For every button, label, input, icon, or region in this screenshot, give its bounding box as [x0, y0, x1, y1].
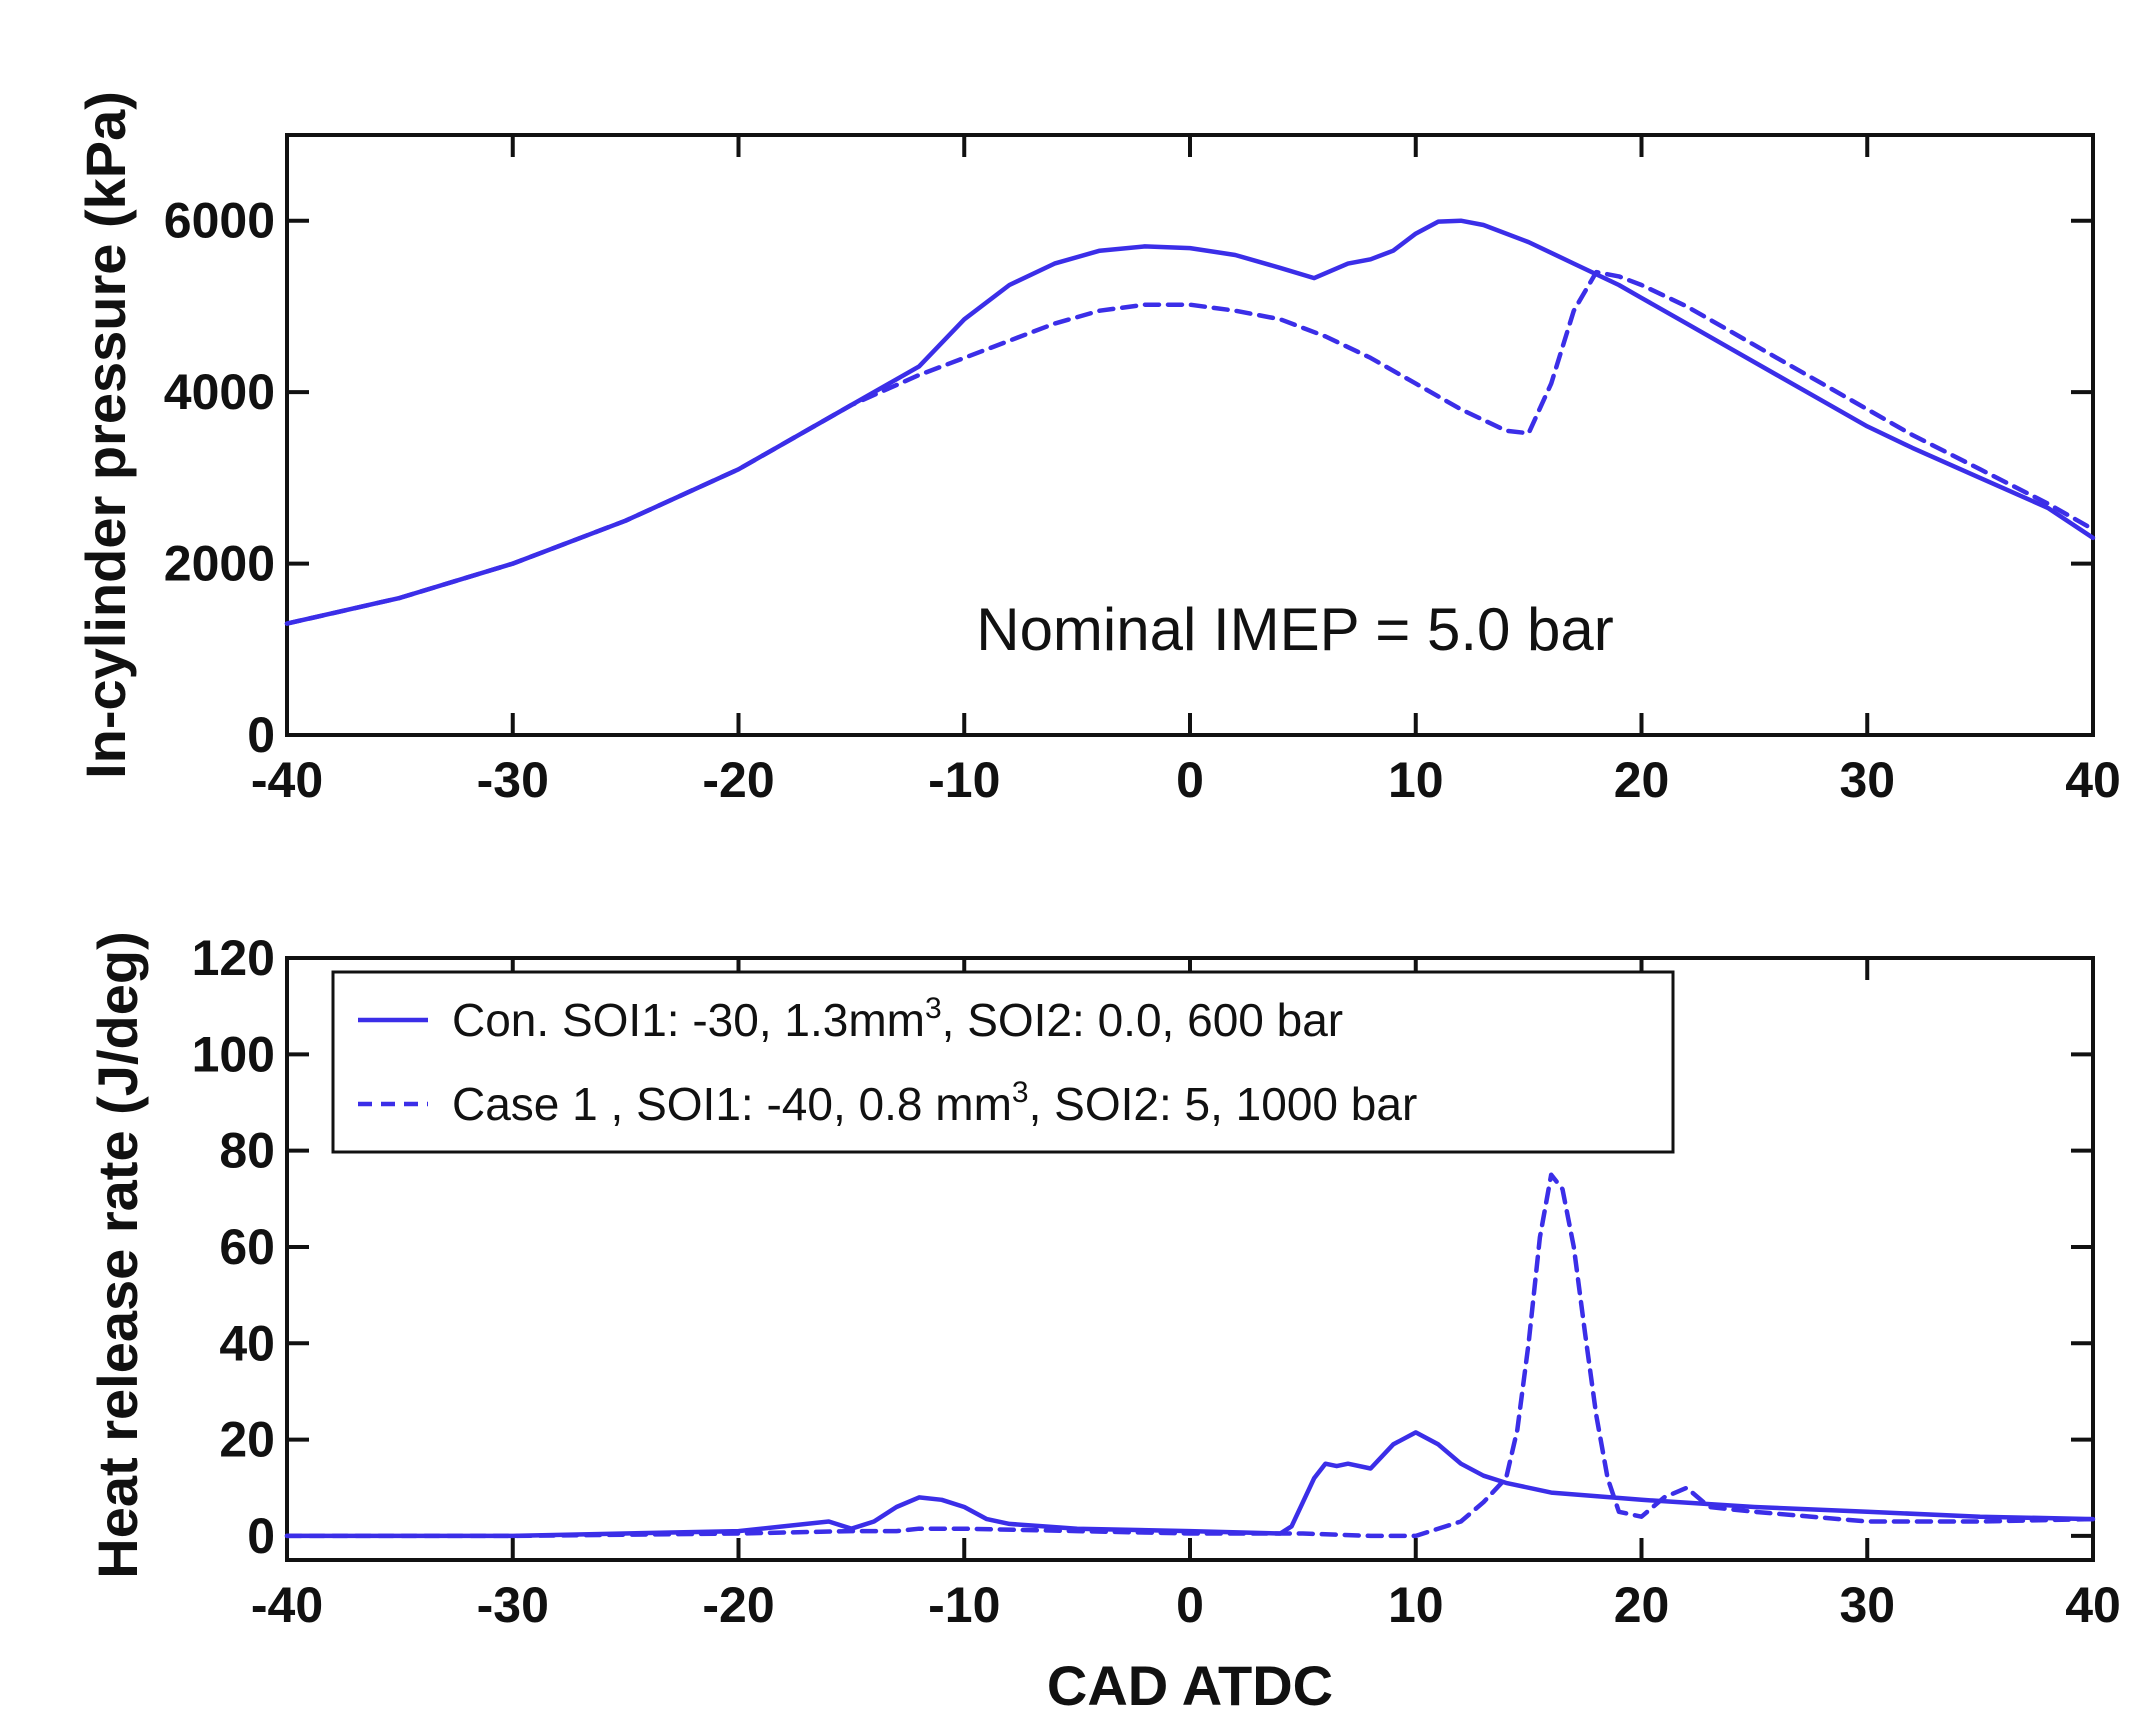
heat-release-x-tick-label: 30 [1839, 1577, 1895, 1633]
heat-release-x-tick-label: -10 [928, 1577, 1000, 1633]
heat-release-series-case1 [284, 1172, 2096, 1539]
heat-release-y-tick-label: 100 [192, 1026, 275, 1082]
pressure-x-tick-label: 0 [1176, 752, 1204, 808]
pressure-y-tick-label: 4000 [164, 364, 275, 420]
legend-label-con: Con. SOI1: -30, 1.3mm3, SOI2: 0.0, 600 b… [452, 992, 1343, 1046]
legend: Con. SOI1: -30, 1.3mm3, SOI2: 0.0, 600 b… [331, 970, 1675, 1154]
heat-release-y-tick-label: 40 [219, 1315, 275, 1371]
heat-release-x-ticks: -40 -30 -20 -10 0 10 20 30 40 [251, 958, 2121, 1633]
pressure-y-axis-label: In-cylinder pressure (kPa) [74, 91, 137, 779]
heat-release-y-tick-label: 0 [247, 1508, 275, 1564]
pressure-x-tick-label: -40 [251, 752, 323, 808]
heat-release-y-tick-label: 60 [219, 1219, 275, 1275]
legend-label-con-rest: , SOI2: 0.0, 600 bar [942, 994, 1343, 1046]
heat-release-panel: 0 20 40 60 80 100 120 -40 -30 -20 -10 0 10 20 30 40 Co… [86, 930, 2121, 1717]
pressure-series [284, 218, 2096, 626]
heat-release-y-tick-label: 120 [192, 930, 275, 986]
heat-release-series-con [284, 1430, 2096, 1539]
pressure-y-tick-label: 6000 [164, 193, 275, 249]
heat-release-x-tick-label: 20 [1614, 1577, 1670, 1633]
heat-release-x-tick-label: -30 [477, 1577, 549, 1633]
legend-box [331, 970, 1675, 1154]
heat-release-x-axis-label: CAD ATDC [1047, 1654, 1333, 1717]
pressure-x-tick-label: 30 [1839, 752, 1895, 808]
heat-release-y-ticks: 0 20 40 60 80 100 120 [192, 930, 2093, 1564]
heat-release-x-tick-label: 40 [2065, 1577, 2121, 1633]
pressure-series-case1 [284, 269, 2096, 626]
legend-label-case1-main: Case 1 , SOI1: -40, 0.8 mm [452, 1078, 1012, 1130]
heat-release-y-tick-label: 80 [219, 1123, 275, 1179]
pressure-x-tick-label: 40 [2065, 752, 2121, 808]
heat-release-x-tick-label: 0 [1176, 1577, 1204, 1633]
legend-label-case1-rest: , SOI2: 5, 1000 bar [1029, 1078, 1418, 1130]
legend-label-con-main: Con. SOI1: -30, 1.3mm [452, 994, 925, 1046]
heat-release-y-tick-label: 20 [219, 1412, 275, 1468]
pressure-x-tick-label: -30 [477, 752, 549, 808]
pressure-x-ticks: -40 -30 -20 -10 0 10 20 30 40 [251, 135, 2121, 808]
pressure-panel: 0 2000 4000 6000 -40 -30 -20 -10 0 10 20 30 40 Nomi… [74, 91, 2121, 808]
legend-label-case1-superscript: 3 [1012, 1076, 1029, 1109]
pressure-x-tick-label: 10 [1388, 752, 1444, 808]
heat-release-series [284, 1172, 2096, 1539]
pressure-y-tick-label: 0 [247, 707, 275, 763]
legend-label-con-superscript: 3 [925, 992, 942, 1025]
heat-release-x-tick-label: -40 [251, 1577, 323, 1633]
pressure-x-tick-label: -20 [702, 752, 774, 808]
legend-label-case1: Case 1 , SOI1: -40, 0.8 mm3, SOI2: 5, 10… [452, 1076, 1417, 1130]
pressure-series-con [284, 218, 2096, 626]
pressure-y-tick-label: 2000 [164, 536, 275, 592]
pressure-y-ticks: 0 2000 4000 6000 [164, 193, 2093, 763]
heat-release-y-axis-label: Heat release rate (J/deg) [86, 931, 149, 1578]
pressure-x-tick-label: 20 [1614, 752, 1670, 808]
heat-release-x-tick-label: 10 [1388, 1577, 1444, 1633]
imep-annotation: Nominal IMEP = 5.0 bar [976, 596, 1614, 663]
pressure-x-tick-label: -10 [928, 752, 1000, 808]
heat-release-x-tick-label: -20 [702, 1577, 774, 1633]
